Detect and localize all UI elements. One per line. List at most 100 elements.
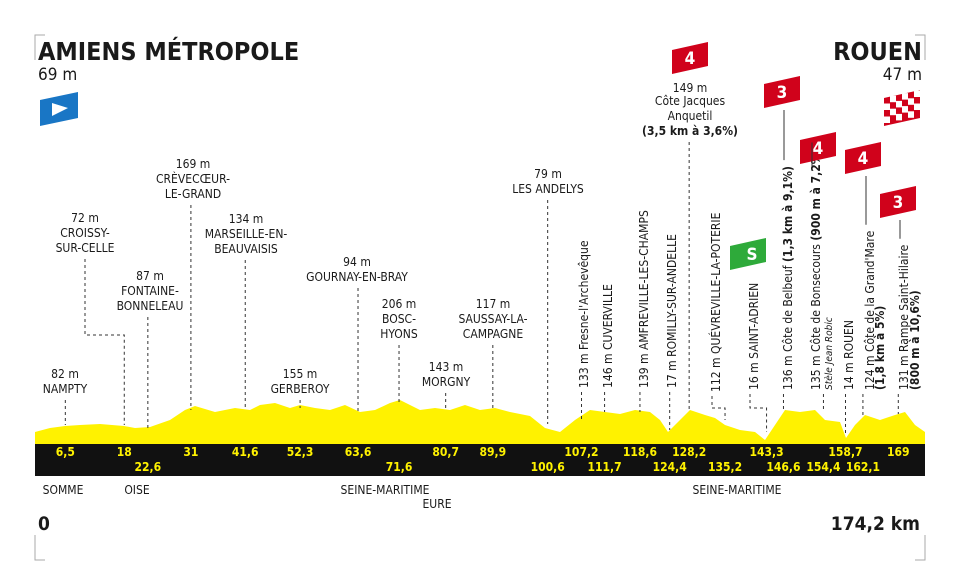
flag-cell	[914, 103, 920, 110]
place-name: SAINT-ADRIEN	[747, 283, 761, 359]
place-name: Côte de la Grand'Mare	[863, 230, 877, 352]
vertical-label: 136 m Côte de Belbeuf (1,3 km à 9,1%)	[781, 166, 795, 390]
start-name: AMIENS MÉTROPOLE	[38, 37, 299, 66]
place-name: AMFREVILLE-LES-CHAMPS	[637, 210, 651, 350]
vertical-label-2: (800 m à 10,6%)	[908, 290, 922, 390]
start-altitude: 69 m	[38, 65, 77, 85]
km-label: 6,5	[56, 445, 75, 459]
sprint-label: S	[746, 245, 757, 265]
km-label: 71,6	[386, 460, 413, 474]
flag-cell	[884, 103, 890, 110]
altitude: 143 m	[429, 360, 464, 374]
vertical-label: 124 m Côte de la Grand'Mare	[863, 230, 877, 390]
flag-cell	[908, 98, 914, 105]
climb-category: 4	[685, 49, 696, 69]
climb-detail: (800 m à 10,6%)	[908, 290, 922, 390]
km-label: 63,6	[345, 445, 372, 459]
vertical-label: 146 m CUVERVILLE	[601, 284, 615, 388]
place-name: Côte Jacques	[655, 94, 726, 108]
km-label: 31	[183, 445, 198, 459]
km-label: 124,4	[653, 460, 688, 474]
climb-category: 3	[777, 83, 788, 103]
place-name: GOURNAY-EN-BRAY	[306, 270, 408, 284]
km-label: 22,6	[135, 460, 162, 474]
leader-line	[711, 396, 726, 420]
km-label: 158,7	[828, 445, 862, 459]
place-name: ROMILLY-SUR-ANDELLE	[665, 234, 679, 357]
place-name: Fresne-l'Archevêque	[577, 240, 591, 350]
leader-line	[84, 259, 125, 425]
altitude: 14 m	[842, 362, 856, 390]
vertical-label: 17 m ROMILLY-SUR-ANDELLE	[665, 234, 679, 388]
place-name: Côte de Bonsecours	[809, 244, 823, 352]
place-name: GERBEROY	[271, 382, 330, 396]
climb-category: 3	[893, 193, 904, 213]
altitude: 112 m	[709, 357, 723, 392]
altitude: 16 m	[747, 362, 761, 390]
km-label: 41,6	[232, 445, 259, 459]
place-name: HYONS	[380, 327, 418, 341]
altitude: 135 m	[809, 355, 823, 390]
flag-cell	[908, 111, 914, 118]
leader-line	[749, 394, 768, 432]
flag-cell	[896, 100, 902, 108]
place-name: Côte de Belbeuf	[781, 264, 795, 352]
altitude: 87 m	[136, 269, 164, 283]
place-name: ROUEN	[842, 320, 856, 359]
place-name: Anquetil	[668, 109, 713, 123]
climb-flag	[800, 132, 836, 164]
place-name: Rampe Saint-Hilaire	[897, 244, 911, 352]
climb-category: 4	[858, 149, 869, 169]
place-name: QUÉVREVILLE-LA-POTERIE	[708, 212, 723, 354]
vertical-label: 131 m Rampe Saint-Hilaire	[897, 244, 911, 390]
climb-flag	[764, 76, 800, 108]
altitude: 82 m	[51, 367, 79, 381]
place-name: NAMPTY	[43, 382, 88, 396]
region: SEINE-MARITIME	[693, 483, 782, 497]
vertical-label: 16 m SAINT-ADRIEN	[747, 283, 761, 390]
start-flag	[40, 92, 78, 126]
finish-altitude: 47 m	[883, 65, 922, 85]
climb-category: 4	[813, 139, 824, 159]
climb-detail: (1,3 km à 9,1%)	[781, 166, 795, 262]
profile	[35, 400, 925, 444]
altitude: 133 m	[577, 353, 591, 388]
km-label: 169	[887, 445, 910, 459]
altitude: 79 m	[534, 167, 562, 181]
vertical-label: 135 m Côte de Bonsecours (900 m à 7,2%)	[809, 148, 823, 390]
altitude: 155 m	[283, 367, 318, 381]
flag-cell	[890, 108, 896, 116]
flag-cell	[914, 90, 920, 97]
region: SOMME	[43, 483, 84, 497]
altitude: 17 m	[665, 360, 679, 388]
finish-flag	[884, 90, 920, 126]
altitude: 146 m	[601, 353, 615, 388]
place-name: BONNELEAU	[117, 299, 184, 313]
altitude: 131 m	[897, 355, 911, 390]
vertical-label-2: (1,8 km à 5%)	[873, 306, 887, 390]
climb-note: Stèle Jean Robic	[823, 317, 835, 390]
place-name: LE-GRAND	[165, 187, 221, 201]
altitude: 136 m	[781, 355, 795, 390]
km-label: 135,2	[708, 460, 742, 474]
sprint-flag	[730, 238, 766, 270]
climb-flag	[880, 186, 916, 218]
km-label: 107,2	[564, 445, 598, 459]
km-label: 52,3	[287, 445, 314, 459]
climb-detail: (1,8 km à 5%)	[873, 306, 887, 390]
altitude: 124 m	[863, 355, 877, 390]
km-band	[35, 444, 925, 476]
place-name: SUR-CELLE	[56, 241, 115, 255]
km-label: 154,4	[806, 460, 841, 474]
place-name: CUVERVILLE	[601, 284, 615, 350]
km-label: 89,9	[480, 445, 507, 459]
vertical-label-2: Stèle Jean Robic	[823, 317, 835, 390]
km-label: 162,1	[846, 460, 880, 474]
altitude: 139 m	[637, 353, 651, 388]
flag-cell	[902, 106, 908, 113]
finish-name: ROUEN	[833, 37, 922, 66]
place-name: CRÈVECŒUR-	[156, 171, 230, 186]
altitude: 206 m	[382, 297, 417, 311]
altitude: 94 m	[343, 255, 371, 269]
km-label: 100,6	[531, 460, 565, 474]
